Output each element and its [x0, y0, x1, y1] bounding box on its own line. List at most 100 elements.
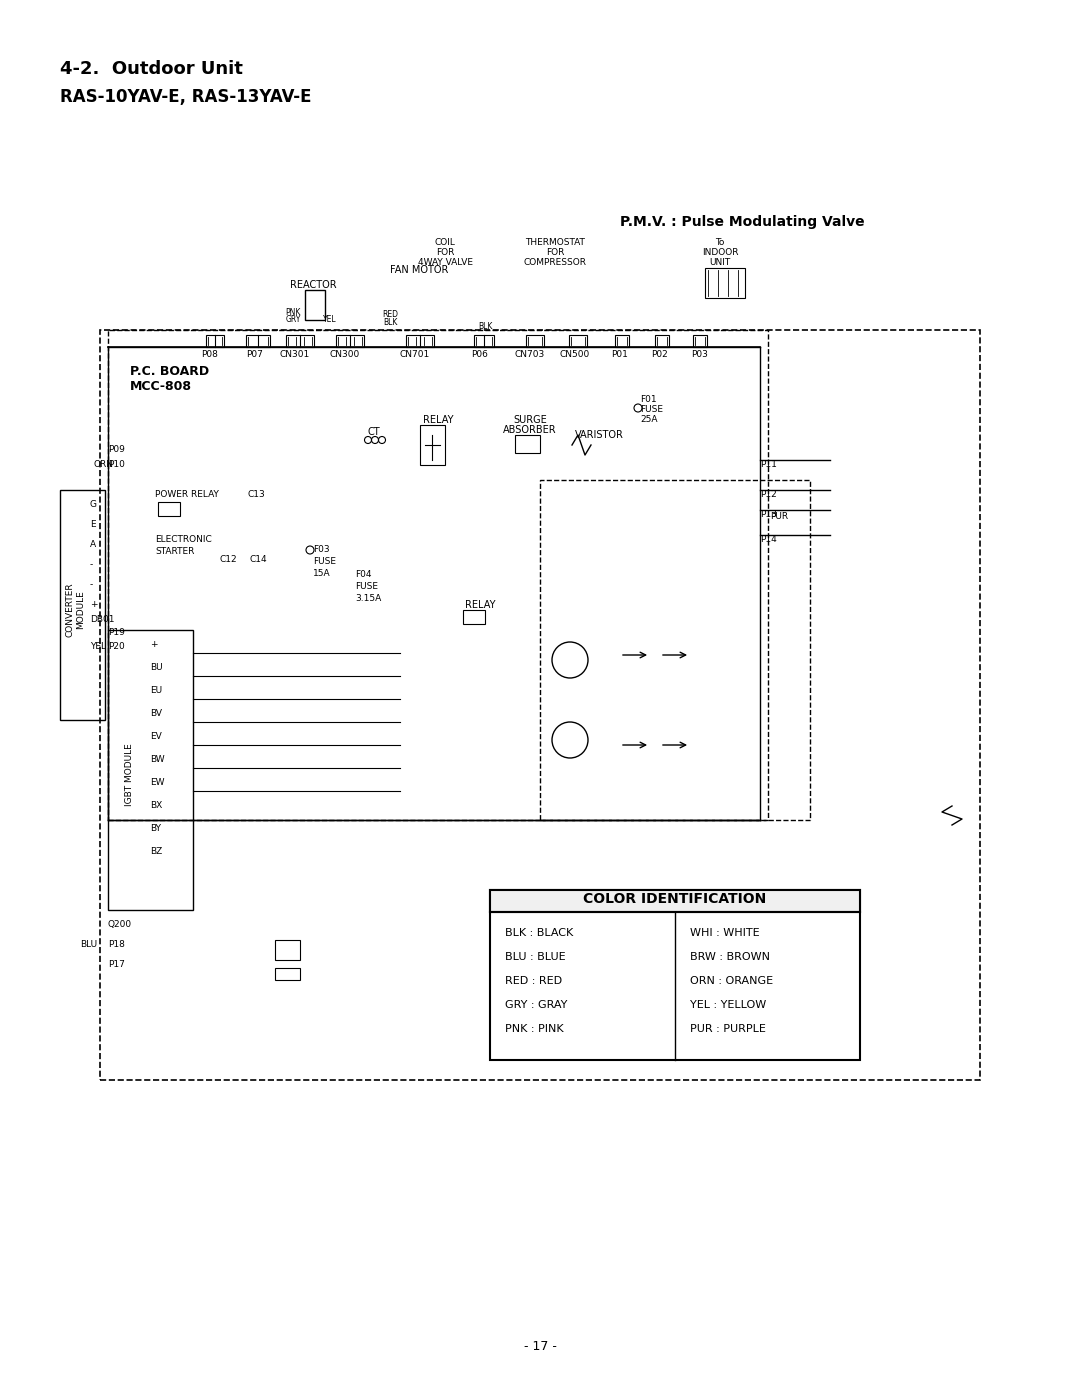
Text: RAS-10YAV-E, RAS-13YAV-E: RAS-10YAV-E, RAS-13YAV-E — [60, 88, 311, 106]
Text: YEL : YELLOW: YEL : YELLOW — [690, 1000, 766, 1010]
Text: A: A — [90, 541, 96, 549]
Text: POWER RELAY: POWER RELAY — [156, 490, 219, 499]
Text: BRW : BROWN: BRW : BROWN — [690, 951, 770, 963]
Text: P13: P13 — [760, 510, 777, 520]
Bar — [336, 335, 364, 346]
Text: FUSE: FUSE — [313, 557, 336, 566]
Text: BX: BX — [150, 800, 162, 810]
Bar — [705, 268, 745, 298]
Bar — [158, 502, 180, 515]
Bar — [490, 890, 860, 1060]
Text: +: + — [90, 599, 97, 609]
Text: COLOR IDENTIFICATION: COLOR IDENTIFICATION — [583, 893, 767, 907]
Text: GRY: GRY — [285, 314, 300, 324]
Text: Q200: Q200 — [108, 921, 132, 929]
Bar — [490, 890, 860, 912]
Text: REACTOR: REACTOR — [291, 279, 337, 291]
Text: P09: P09 — [108, 446, 125, 454]
Text: COIL: COIL — [434, 237, 456, 247]
Text: IGBT MODULE: IGBT MODULE — [125, 743, 135, 806]
Text: BU: BU — [150, 664, 163, 672]
Bar — [206, 335, 224, 346]
Text: BLU: BLU — [80, 940, 97, 949]
Text: ELECTRONIC: ELECTRONIC — [156, 535, 212, 543]
Text: EV: EV — [150, 732, 162, 740]
Text: BZ: BZ — [150, 847, 162, 856]
Text: P06: P06 — [472, 351, 488, 359]
Text: BW: BW — [150, 754, 164, 764]
Text: C13: C13 — [248, 490, 266, 499]
Text: P10: P10 — [108, 460, 125, 469]
Text: F03: F03 — [313, 545, 329, 555]
Text: RELAY: RELAY — [465, 599, 496, 610]
Text: RED: RED — [382, 310, 399, 319]
Bar — [693, 335, 707, 346]
Text: G: G — [90, 500, 97, 509]
Text: P07: P07 — [246, 351, 264, 359]
Text: STARTER: STARTER — [156, 548, 194, 556]
Bar — [420, 425, 445, 465]
Text: P11: P11 — [760, 460, 777, 469]
Bar — [474, 335, 494, 346]
Text: EW: EW — [150, 778, 164, 787]
Text: BY: BY — [150, 824, 161, 833]
Text: RELAY: RELAY — [423, 415, 454, 425]
Text: P12: P12 — [760, 490, 777, 499]
Text: P17: P17 — [108, 960, 125, 970]
Text: CN301: CN301 — [280, 351, 310, 359]
Bar — [246, 335, 270, 346]
Text: -: - — [90, 580, 93, 590]
Bar — [654, 335, 669, 346]
Text: -: - — [90, 560, 93, 569]
Bar — [286, 335, 314, 346]
Text: YEL: YEL — [90, 643, 106, 651]
Text: WHI : WHITE: WHI : WHITE — [690, 928, 759, 937]
Bar — [526, 335, 544, 346]
Text: P01: P01 — [611, 351, 629, 359]
Text: COMPRESSOR: COMPRESSOR — [524, 258, 586, 267]
Text: P03: P03 — [691, 351, 708, 359]
Text: 4-2.  Outdoor Unit: 4-2. Outdoor Unit — [60, 60, 243, 78]
Text: CN701: CN701 — [400, 351, 430, 359]
Text: BLK: BLK — [477, 321, 492, 331]
Text: VARISTOR: VARISTOR — [575, 430, 624, 440]
Bar — [60, 490, 105, 719]
Text: DB01: DB01 — [90, 615, 114, 624]
Text: FUSE: FUSE — [640, 405, 663, 414]
Bar — [463, 610, 485, 624]
Text: PNK : PINK: PNK : PINK — [505, 1024, 564, 1034]
Text: MCC-808: MCC-808 — [130, 380, 192, 393]
Text: CT: CT — [368, 427, 380, 437]
Bar — [305, 291, 325, 320]
Text: +: + — [150, 640, 158, 650]
Text: FUSE: FUSE — [355, 583, 378, 591]
Bar — [540, 481, 810, 820]
Bar — [615, 335, 629, 346]
Text: UNIT: UNIT — [710, 258, 731, 267]
Text: CN500: CN500 — [559, 351, 590, 359]
Text: 4WAY VALVE: 4WAY VALVE — [418, 258, 473, 267]
Text: YEL: YEL — [323, 314, 337, 324]
Text: E: E — [90, 520, 96, 529]
Text: THERMOSTAT: THERMOSTAT — [525, 237, 585, 247]
Text: 3.15A: 3.15A — [355, 594, 381, 604]
Bar — [275, 968, 300, 981]
Text: ABSORBER: ABSORBER — [503, 425, 557, 434]
Text: GRY : GRAY: GRY : GRAY — [505, 1000, 567, 1010]
Text: BLU : BLUE: BLU : BLUE — [505, 951, 566, 963]
Text: C12: C12 — [220, 555, 238, 564]
Text: ORN : ORANGE: ORN : ORANGE — [690, 977, 773, 986]
Bar — [100, 330, 980, 1080]
Text: PNK: PNK — [285, 307, 300, 317]
Bar — [108, 630, 193, 909]
Text: SURGE: SURGE — [513, 415, 546, 425]
Text: 25A: 25A — [640, 415, 658, 425]
Text: BLK : BLACK: BLK : BLACK — [505, 928, 573, 937]
Text: C14: C14 — [249, 555, 268, 564]
Text: P19: P19 — [108, 629, 125, 637]
Text: INDOOR: INDOOR — [702, 249, 739, 257]
Text: FAN MOTOR: FAN MOTOR — [390, 265, 448, 275]
Text: P20: P20 — [108, 643, 125, 651]
Text: CONVERTER
MODULE: CONVERTER MODULE — [65, 583, 84, 637]
Text: CN703: CN703 — [515, 351, 545, 359]
